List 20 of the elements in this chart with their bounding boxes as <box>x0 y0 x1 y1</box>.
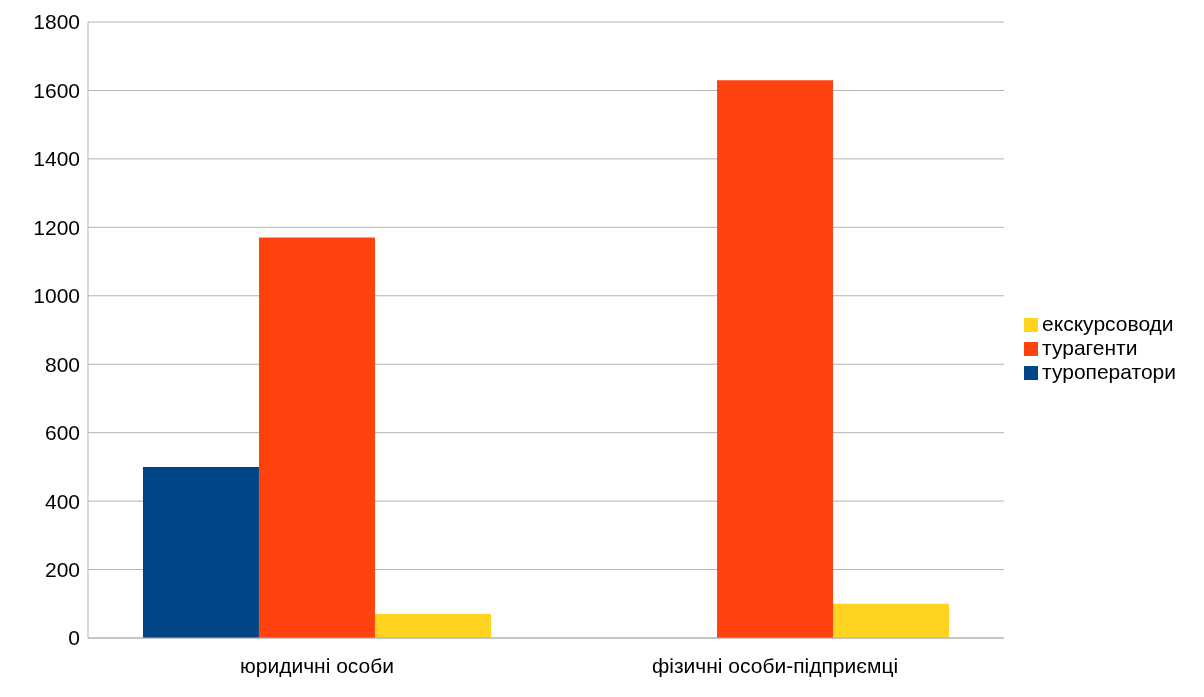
bar <box>258 237 375 638</box>
y-tick-label: 1000 <box>33 284 80 308</box>
y-tick-label: 800 <box>44 352 80 376</box>
y-tick-label: 1200 <box>33 215 80 239</box>
bar <box>717 80 834 638</box>
x-tick-label: фізичні особи-підприємці <box>652 653 899 677</box>
y-tick-label: 1800 <box>33 10 80 34</box>
x-tick-label: юридичні особи <box>240 653 395 677</box>
bar <box>833 603 950 638</box>
legend-label: турагенти <box>1042 336 1138 359</box>
y-tick-label: 1600 <box>33 78 80 102</box>
legend-label: екскурсоводи <box>1042 312 1174 335</box>
y-tick-label: 400 <box>44 489 80 513</box>
bar <box>142 466 259 638</box>
y-tick-label: 200 <box>44 558 80 582</box>
y-tick-label: 1400 <box>33 147 80 171</box>
legend-label: туроператори <box>1042 360 1176 383</box>
y-tick-label: 0 <box>68 626 80 650</box>
bar <box>374 614 491 638</box>
y-tick-label: 600 <box>44 421 80 445</box>
